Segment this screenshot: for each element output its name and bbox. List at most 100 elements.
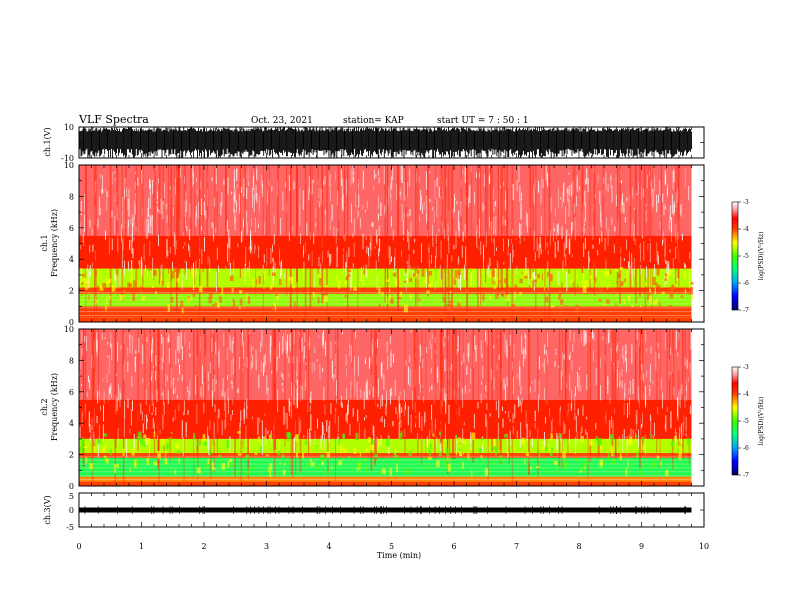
patch (409, 277, 413, 282)
speckle (378, 248, 380, 257)
speckle (525, 334, 527, 355)
speckle (574, 217, 576, 228)
speckle (336, 245, 338, 251)
streak (581, 165, 584, 274)
patch (658, 302, 661, 309)
speckle (161, 263, 163, 271)
speckle (252, 187, 254, 208)
patch (488, 296, 492, 300)
speckle (455, 393, 457, 405)
patch (582, 465, 586, 472)
streak (597, 329, 600, 458)
streak (417, 165, 419, 303)
speckle (400, 249, 402, 257)
speckle (353, 218, 355, 233)
speckle (155, 167, 157, 171)
patch (259, 445, 262, 454)
speckle (166, 238, 168, 256)
speckle (311, 179, 313, 195)
ch2-spectrogram-ticks (78, 328, 705, 487)
ch3-waveform-panel: 5 0 -5 ch.3(V) (43, 492, 705, 532)
speckle (229, 262, 231, 276)
patch (427, 448, 430, 453)
patch (208, 296, 212, 304)
speckle (518, 222, 520, 238)
speckle (186, 226, 188, 232)
speckle (623, 403, 625, 416)
speckle (495, 200, 497, 207)
patch (266, 454, 269, 457)
ch1-spectrogram-ylabel-channel: ch.1 (40, 234, 49, 251)
time-tick-label: 8 (576, 542, 581, 551)
speckle (595, 268, 597, 277)
speckle (221, 192, 223, 207)
streak (194, 165, 196, 286)
speckle (145, 218, 147, 239)
speckle (336, 247, 338, 268)
speckle (300, 419, 302, 432)
patch (677, 447, 679, 455)
speckle (436, 198, 438, 217)
speckle (644, 435, 646, 455)
speckle (146, 414, 148, 430)
speckle (161, 392, 163, 396)
speckle (322, 333, 323, 347)
speckle (235, 200, 237, 213)
speckle (689, 372, 691, 377)
speckle (209, 419, 211, 431)
speckle (184, 176, 185, 184)
speckle (263, 254, 265, 263)
speckle (296, 379, 298, 395)
speckle (679, 433, 680, 442)
patch (534, 275, 537, 280)
speckle (493, 376, 495, 390)
speckle (225, 402, 227, 418)
speckle (273, 214, 275, 225)
speckle (322, 346, 324, 349)
speckle (583, 329, 585, 346)
speckle (108, 355, 110, 374)
streak (153, 165, 155, 281)
speckle (658, 353, 660, 360)
frequency-tick-label: 10 (64, 325, 74, 334)
streak (244, 165, 246, 264)
patch (673, 436, 677, 440)
speckle (170, 368, 172, 388)
streak (137, 329, 139, 451)
speckle (492, 188, 494, 201)
speckle (141, 261, 143, 277)
speckle (271, 186, 273, 192)
speckle (238, 357, 240, 370)
speckle (406, 261, 408, 264)
speckle (299, 423, 301, 433)
speckle (426, 206, 428, 222)
patch (142, 441, 146, 447)
speckle (243, 218, 244, 229)
streak (415, 165, 417, 306)
speckle (133, 433, 135, 454)
speckle (214, 404, 216, 413)
speckle (303, 245, 305, 256)
speckle (578, 186, 580, 191)
speckle (468, 342, 470, 357)
patch (619, 456, 622, 461)
speckle (195, 177, 197, 183)
speckle (79, 426, 81, 439)
ch3-ytick-bottom: -5 (66, 523, 74, 532)
streak (490, 165, 492, 260)
streak (346, 165, 349, 322)
speckle (86, 336, 88, 352)
speckle (655, 351, 657, 371)
speckle (372, 347, 373, 354)
speckle (431, 343, 433, 360)
patch (643, 462, 646, 468)
streak (168, 165, 170, 274)
speckle (685, 381, 687, 402)
speckle (207, 434, 209, 442)
speckle (473, 413, 475, 429)
speckle (395, 407, 397, 414)
patch (277, 441, 280, 444)
speckle (250, 230, 252, 249)
speckle (366, 246, 368, 254)
